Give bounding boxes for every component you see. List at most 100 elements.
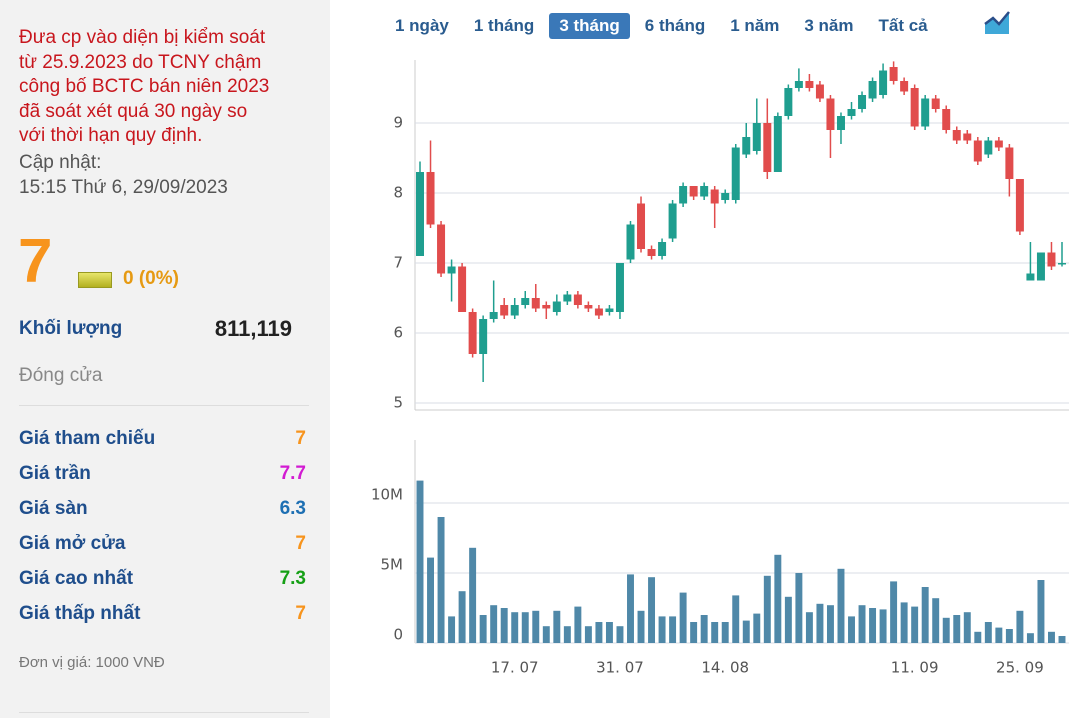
- volume-bar: [511, 612, 519, 643]
- volume-bar: [690, 622, 698, 643]
- volume-bar: [721, 622, 729, 643]
- notice-line: công bố BCTC bán niên 2023: [19, 76, 270, 97]
- volume-bar: [900, 602, 908, 643]
- candle-body: [973, 140, 982, 162]
- volume-bar: [616, 626, 624, 643]
- candle-body: [626, 224, 635, 260]
- candle-body: [805, 81, 814, 88]
- volume-bar: [890, 581, 898, 643]
- volume-bar: [879, 609, 887, 643]
- candle-body: [742, 137, 751, 155]
- volume-bar: [658, 616, 666, 643]
- range-button[interactable]: 3 tháng: [549, 13, 630, 39]
- volume-label: Khối lượng: [19, 318, 123, 339]
- candle-body: [931, 98, 940, 109]
- candle-body: [542, 305, 551, 309]
- unit-note: Đơn vị giá: 1000 VNĐ: [19, 654, 165, 671]
- volume-bar: [711, 622, 719, 643]
- volume-bar: [974, 631, 982, 643]
- y-tick-label: 9: [393, 114, 403, 132]
- volume-bar: [932, 598, 940, 643]
- volume-tick-label: 0: [393, 626, 403, 644]
- sidebar: Đưa cp vào diện bị kiểm soát từ 25.9.2023…: [0, 0, 330, 718]
- volume-bar: [848, 616, 855, 643]
- candle-body: [794, 81, 803, 88]
- candle-body: [1026, 273, 1035, 281]
- volume-bar: [416, 480, 424, 643]
- volume-bar: [521, 612, 529, 643]
- candle-body: [963, 133, 972, 141]
- candle-body: [605, 308, 614, 312]
- volume-bar: [648, 577, 656, 643]
- close-label: Đóng cửa: [19, 365, 103, 386]
- candle-body: [458, 266, 467, 312]
- volume-value: 811,119: [214, 316, 292, 341]
- volume-bar: [500, 608, 508, 643]
- candle-body: [1047, 252, 1056, 267]
- volume-bar: [1026, 633, 1034, 643]
- separator: [19, 712, 309, 713]
- volume-bar: [469, 547, 477, 643]
- candle-body: [942, 109, 951, 130]
- candle-body: [615, 263, 624, 312]
- chart: 5 6 7 8 9 0 5M 10M 17. 07 31. 07 14. 08 11. 09 25. 0…: [371, 60, 1069, 677]
- volume-bar: [574, 606, 582, 643]
- volume-bar: [784, 596, 792, 643]
- row-label: Giá cao nhất: [19, 568, 134, 589]
- candle-body: [731, 147, 740, 200]
- volume-bar: [805, 612, 813, 643]
- y-tick-label: 5: [393, 394, 403, 412]
- y-tick-label: 6: [393, 324, 403, 342]
- row-label: Giá trần: [19, 463, 91, 484]
- volume-bar: [984, 622, 992, 643]
- volume-bar: [953, 615, 961, 643]
- row-label: Giá mở cửa: [19, 533, 126, 554]
- separator: [19, 405, 309, 406]
- candle-body: [1036, 252, 1045, 281]
- candle-body: [510, 305, 519, 316]
- notice-line: từ 25.9.2023 do TCNY chậm: [19, 51, 262, 73]
- row-value: 6.3: [279, 498, 306, 519]
- volume-bar: [553, 610, 561, 643]
- range-button[interactable]: 3 năm: [804, 16, 854, 35]
- volume-bar: [542, 626, 550, 643]
- row-value: 7: [295, 533, 306, 554]
- volume-bar: [1005, 629, 1013, 643]
- candle-body: [1015, 179, 1024, 232]
- candle-body: [921, 98, 930, 127]
- volume-bar: [605, 622, 613, 643]
- row-label: Giá sàn: [19, 498, 88, 519]
- row-value: 7: [295, 603, 306, 624]
- volume-bar: [942, 617, 950, 643]
- y-tick-label: 7: [393, 254, 403, 272]
- volume-bar: [763, 575, 771, 643]
- x-tick-label: 25. 09: [996, 659, 1044, 677]
- range-button[interactable]: 6 tháng: [644, 16, 706, 35]
- candle-body: [889, 67, 898, 81]
- volume-bar: [563, 626, 571, 643]
- candle-body: [994, 140, 1003, 148]
- volume-bar: [995, 627, 1003, 643]
- update-time: 15:15 Thứ 6, 29/09/2023: [19, 177, 228, 198]
- volume-bar: [795, 573, 803, 643]
- candle-body: [468, 312, 477, 354]
- volume-bar: [911, 606, 919, 643]
- volume-bar: [595, 622, 603, 643]
- notice-line: Đưa cp vào diện bị kiểm soát: [19, 27, 266, 48]
- candle-body: [668, 203, 677, 239]
- volume-bar: [627, 574, 634, 643]
- range-button[interactable]: 1 tháng: [473, 16, 535, 35]
- candle-body: [658, 242, 667, 256]
- range-button[interactable]: Tất cả: [878, 16, 928, 35]
- volume-bar: [858, 605, 866, 643]
- candle-body: [826, 98, 835, 130]
- notice: Đưa cp vào diện bị kiểm soát từ 25.9.2023…: [19, 26, 269, 149]
- range-button[interactable]: 1 năm: [730, 16, 780, 35]
- range-button[interactable]: 1 ngày: [395, 16, 449, 35]
- volume-bar: [479, 615, 487, 643]
- chart-type-icon[interactable]: [984, 10, 1010, 36]
- candle-body: [584, 305, 593, 309]
- row-value: 7: [295, 428, 306, 449]
- notice-line: đã soát xét quá 30 ngày so: [19, 100, 248, 122]
